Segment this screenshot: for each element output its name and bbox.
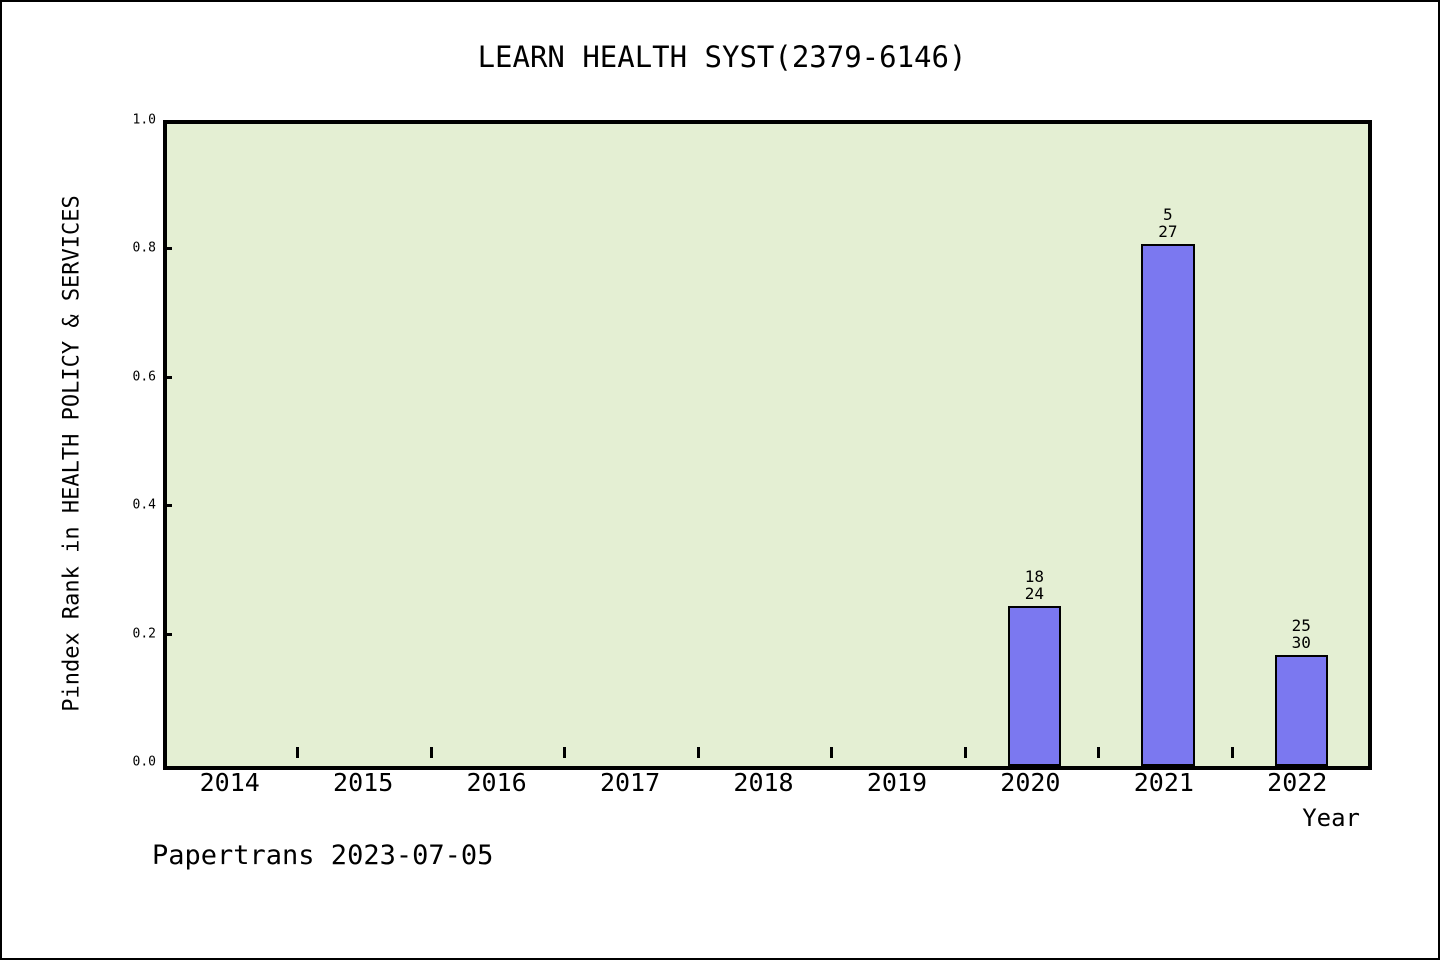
y-axis-tick-mark	[163, 247, 172, 251]
x-axis-tick-mark	[1230, 747, 1234, 758]
x-axis-tick-label-2021: 2021	[1133, 768, 1194, 797]
x-axis-tick-label-2015: 2015	[333, 768, 394, 797]
y-axis-tick-mark	[163, 632, 172, 636]
bar-value-numerator: 25	[1291, 615, 1311, 635]
bar-value-denominator: 27	[1158, 222, 1178, 242]
y-axis-tick-label: 0.2	[132, 626, 156, 642]
y-axis-tick-label: 0.4	[132, 497, 156, 513]
x-axis-tick-mark	[830, 747, 834, 758]
x-axis-tick-mark	[296, 747, 300, 758]
x-axis-tick-mark	[563, 747, 567, 758]
x-axis-label: Year	[1302, 804, 1360, 832]
bar-value-denominator: 30	[1291, 632, 1311, 652]
bar-2021[interactable]	[1141, 244, 1195, 766]
plot-inner: 18 24 5 27 25 30	[167, 124, 1368, 766]
bar-2020[interactable]	[1007, 605, 1062, 766]
x-axis-tick-label-2017: 2017	[599, 768, 661, 797]
bar-2022[interactable]	[1274, 654, 1328, 766]
chart-title: LEARN HEALTH SYST(2379-6146)	[477, 40, 967, 74]
y-axis-tick-label: 1.0	[132, 112, 156, 128]
bar-value-label-2020: 18 24	[974, 568, 1094, 602]
x-axis-tick-mark	[696, 747, 700, 758]
x-axis-tick-mark	[1097, 747, 1101, 758]
x-axis-tick-mark	[429, 747, 433, 758]
y-axis-tick-mark	[163, 504, 172, 508]
plot-area: 18 24 5 27 25 30	[163, 120, 1372, 770]
x-axis-tick-label-2019: 2019	[866, 768, 928, 797]
bar-value-label-2021: 5 27	[1108, 206, 1228, 240]
x-axis-tick-label-2022: 2022	[1267, 768, 1328, 797]
x-axis-tick-label-2014: 2014	[199, 768, 260, 797]
y-axis-label: Pindex Rank in HEALTH POLICY & SERVICES	[59, 195, 85, 712]
footer-note: Papertrans 2023-07-05	[152, 840, 494, 871]
x-axis-tick-label-2016: 2016	[466, 768, 527, 797]
bar-value-numerator: 5	[1163, 205, 1173, 225]
y-axis-tick-label: 0.8	[132, 240, 156, 256]
y-axis-tick-mark	[163, 375, 172, 379]
y-axis-tick-label: 0.6	[132, 369, 156, 385]
bar-value-numerator: 18	[1024, 566, 1044, 586]
y-axis-tick-label: 0.0	[132, 754, 156, 770]
y-axis-tick-labels: 0.0 0.2 0.4 0.6 0.8 1.0	[106, 2, 156, 962]
bar-value-denominator: 24	[1024, 583, 1044, 603]
x-axis-tick-label-2020: 2020	[1000, 768, 1061, 797]
bar-value-label-2022: 25 30	[1241, 617, 1361, 651]
x-axis-tick-mark	[963, 747, 967, 758]
x-axis-tick-label-2018: 2018	[733, 768, 794, 797]
